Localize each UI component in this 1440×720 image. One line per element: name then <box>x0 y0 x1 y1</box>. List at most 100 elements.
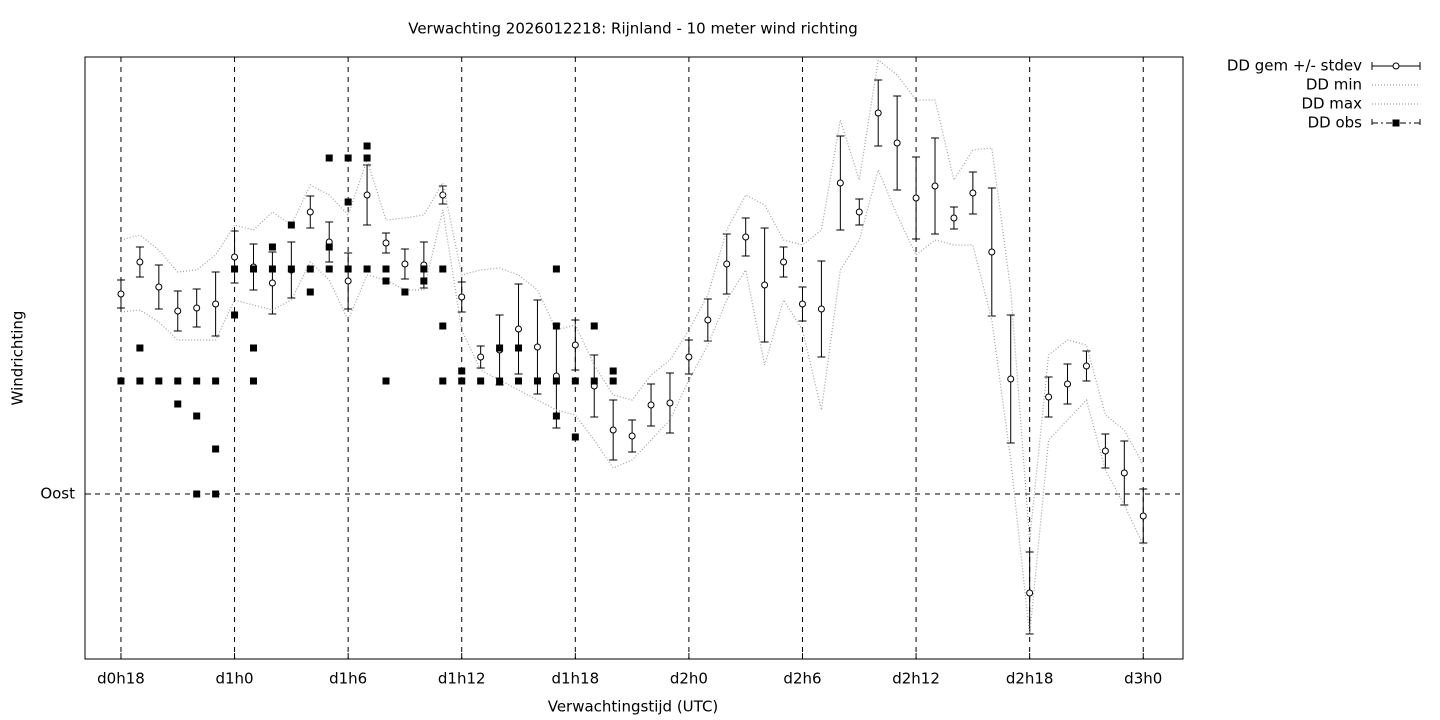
mean-point <box>950 214 958 222</box>
mean-point <box>571 341 579 349</box>
obs-point <box>552 412 560 420</box>
legend-label: DD obs <box>1308 114 1363 132</box>
mean-point <box>533 343 541 351</box>
mean-point <box>155 283 163 291</box>
x-tick-label: d2h0 <box>670 670 708 688</box>
obs-point <box>117 377 125 385</box>
chart-title: Verwachting 2026012218: Rijnland - 10 me… <box>408 20 858 38</box>
obs-point <box>382 265 390 273</box>
x-tick-label: d2h18 <box>1006 670 1054 688</box>
obs-point <box>552 265 560 273</box>
legend-sample <box>1392 62 1400 70</box>
mean-point <box>193 304 201 312</box>
mean-point <box>685 353 693 361</box>
obs-point <box>193 412 201 420</box>
obs-point <box>193 377 201 385</box>
obs-point <box>496 344 504 352</box>
mean-point <box>174 307 182 315</box>
obs-point <box>249 377 257 385</box>
obs-point <box>477 377 485 385</box>
mean-point <box>1120 469 1128 477</box>
legend-label: DD min <box>1306 76 1362 94</box>
obs-point <box>344 198 352 206</box>
obs-point <box>401 288 409 296</box>
mean-point <box>742 233 750 241</box>
mean-point <box>268 279 276 287</box>
x-axis-label: Verwachtingstijd (UTC) <box>548 698 719 716</box>
obs-point <box>174 400 182 408</box>
mean-point <box>344 277 352 285</box>
mean-point <box>136 258 144 266</box>
obs-point <box>136 377 144 385</box>
obs-point <box>533 377 541 385</box>
legend-label: DD gem +/- stdev <box>1227 57 1362 75</box>
obs-point <box>155 377 163 385</box>
obs-point <box>249 344 257 352</box>
x-tick-label: d2h6 <box>783 670 821 688</box>
mean-point <box>477 353 485 361</box>
obs-point <box>325 265 333 273</box>
mean-point <box>628 432 636 440</box>
obs-point <box>439 377 447 385</box>
mean-point <box>515 325 523 333</box>
mean-point <box>117 290 125 298</box>
mean-point <box>458 293 466 301</box>
obs-point <box>193 490 201 498</box>
obs-point <box>458 367 466 375</box>
obs-point <box>420 265 428 273</box>
obs-point <box>590 377 598 385</box>
mean-point <box>1064 380 1072 388</box>
mean-point <box>969 189 977 197</box>
mean-point <box>798 300 806 308</box>
obs-point <box>609 367 617 375</box>
mean-point <box>363 191 371 199</box>
obs-point <box>325 154 333 162</box>
x-tick-label: d1h0 <box>215 670 253 688</box>
mean-point <box>231 253 239 261</box>
mean-point <box>723 260 731 268</box>
obs-point <box>268 243 276 251</box>
obs-point <box>552 377 560 385</box>
obs-point <box>212 445 220 453</box>
mean-point <box>855 208 863 216</box>
obs-point <box>306 265 314 273</box>
plot-frame <box>84 56 1184 660</box>
obs-point <box>439 265 447 273</box>
obs-point <box>439 322 447 330</box>
mean-point <box>382 239 390 247</box>
legend-sample <box>1392 119 1400 127</box>
mean-point <box>1139 512 1147 520</box>
obs-point <box>174 377 182 385</box>
mean-point <box>988 248 996 256</box>
mean-point <box>1007 375 1015 383</box>
legend-label: DD max <box>1301 95 1362 113</box>
obs-point <box>287 265 295 273</box>
mean-point <box>306 208 314 216</box>
mean-point <box>1045 393 1053 401</box>
obs-point <box>363 154 371 162</box>
obs-point <box>571 377 579 385</box>
obs-point <box>268 265 276 273</box>
obs-point <box>212 490 220 498</box>
mean-point <box>893 139 901 147</box>
mean-point <box>1101 447 1109 455</box>
line-series <box>120 58 1144 541</box>
obs-point <box>136 344 144 352</box>
obs-point <box>363 142 371 150</box>
mean-point <box>704 316 712 324</box>
mean-point <box>836 179 844 187</box>
mean-point <box>666 399 674 407</box>
mean-point <box>609 426 617 434</box>
obs-point <box>496 377 504 385</box>
mean-point <box>931 182 939 190</box>
line-series <box>120 168 1144 636</box>
obs-point <box>552 322 560 330</box>
x-tick-label: d1h6 <box>329 670 367 688</box>
obs-point <box>515 344 523 352</box>
mean-point <box>1026 589 1034 597</box>
mean-point <box>817 305 825 313</box>
x-tick-label: d1h12 <box>438 670 486 688</box>
obs-point <box>344 154 352 162</box>
mean-point <box>647 401 655 409</box>
